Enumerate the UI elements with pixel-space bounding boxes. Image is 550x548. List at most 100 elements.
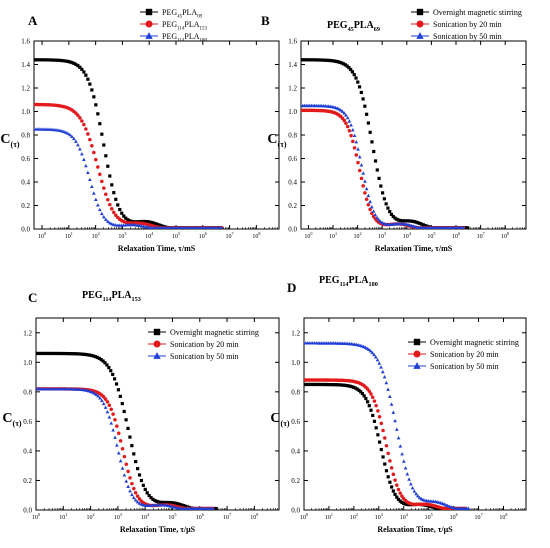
- data-point: [340, 61, 344, 65]
- data-point: [379, 184, 383, 188]
- legend-entry: Sonication by 20 min: [433, 20, 502, 29]
- data-point: [301, 58, 305, 62]
- data-point: [70, 134, 74, 138]
- legend-entry-part: Sonication by 50 min: [170, 352, 239, 361]
- data-point: [109, 369, 113, 373]
- data-point: [357, 168, 362, 173]
- data-point: [349, 67, 353, 72]
- data-point: [104, 192, 108, 197]
- data-point: [108, 174, 112, 178]
- data-point: [128, 219, 132, 223]
- y-axis-label-sub: (τ): [281, 419, 290, 428]
- data-point: [366, 202, 371, 207]
- data-point: [372, 149, 376, 154]
- data-point: [341, 383, 346, 387]
- data-point: [356, 147, 360, 151]
- data-point: [48, 58, 52, 62]
- x-tick-base: 10: [452, 234, 458, 240]
- data-point: [345, 115, 350, 120]
- legend: Overnight magnetic stirring Sonication by…: [148, 328, 259, 361]
- panel-title-part: PEG: [82, 290, 103, 301]
- series-2: [34, 127, 224, 229]
- y-axis-label-sub: (τ): [11, 140, 20, 149]
- data-point: [131, 495, 136, 500]
- data-point: [341, 62, 346, 66]
- data-point: [45, 351, 50, 356]
- data-point: [133, 490, 138, 495]
- data-point: [361, 184, 365, 188]
- data-point: [88, 389, 93, 393]
- x-axis-label: Relaxation Time, τ/mS: [118, 244, 196, 253]
- data-point: [324, 382, 328, 387]
- data-point: [153, 498, 157, 503]
- data-point: [382, 375, 387, 379]
- data-point: [56, 58, 60, 62]
- data-point: [72, 61, 76, 65]
- data-point: [321, 382, 325, 387]
- data-point: [314, 382, 318, 387]
- y-axis-label: C(τ): [270, 411, 289, 428]
- data-point: [178, 502, 182, 506]
- x-tick-base: 10: [59, 515, 65, 521]
- data-point: [418, 221, 422, 226]
- data-point: [74, 352, 78, 356]
- panel-title: PEG114PLA180: [319, 275, 378, 288]
- data-point: [412, 489, 417, 493]
- data-point: [102, 143, 106, 147]
- data-point: [302, 58, 307, 62]
- x-tick-base: 10: [172, 234, 178, 240]
- data-point: [98, 172, 102, 177]
- legend-marker: [413, 338, 421, 346]
- data-point: [370, 350, 375, 355]
- panel-title-part: 45: [348, 26, 354, 33]
- data-point: [309, 382, 313, 387]
- data-point: [182, 504, 186, 508]
- data-point: [347, 384, 351, 388]
- data-point: [310, 58, 314, 62]
- x-tick-exp: 0: [44, 231, 46, 236]
- data-point: [107, 366, 111, 370]
- data-point: [466, 226, 470, 229]
- data-point: [102, 186, 106, 190]
- data-point: [80, 151, 84, 156]
- x-tick-exp: 3: [381, 512, 383, 517]
- data-point: [84, 127, 88, 131]
- data-point: [120, 466, 125, 470]
- data-point: [377, 440, 382, 444]
- data-point: [60, 58, 64, 63]
- data-point: [40, 58, 44, 62]
- data-point: [327, 58, 331, 63]
- data-point: [395, 495, 399, 499]
- data-point: [377, 176, 381, 180]
- y-tick-label: 0.0: [21, 226, 30, 234]
- data-point: [395, 483, 399, 487]
- data-point: [403, 466, 408, 470]
- y-axis-label-main: C: [0, 132, 10, 147]
- x-tick-label: 103: [114, 512, 122, 521]
- x-tick-base: 10: [65, 234, 71, 240]
- data-point: [118, 439, 123, 443]
- x-tick-label: 104: [145, 231, 154, 240]
- data-point: [176, 502, 180, 506]
- y-tick-label: 0.6: [291, 418, 300, 426]
- data-point: [417, 495, 422, 500]
- data-point: [132, 486, 136, 491]
- plot-frame: [300, 40, 527, 230]
- y-tick-label: 1.2: [23, 329, 32, 337]
- data-point: [88, 177, 92, 182]
- x-tick-exp: 0: [310, 231, 312, 236]
- data-point: [367, 404, 371, 408]
- panel-A: 0.00.20.40.60.81.01.21.41.61001011021031…: [0, 8, 280, 253]
- data-point: [352, 73, 356, 77]
- data-point: [101, 214, 106, 219]
- data-point: [82, 352, 86, 356]
- x-tick-label: 107: [474, 512, 482, 521]
- x-tick-label: 105: [425, 512, 433, 521]
- x-tick-base: 10: [375, 515, 381, 521]
- legend-marker: [145, 32, 153, 39]
- x-tick-label: 101: [325, 512, 333, 521]
- data-point: [183, 504, 188, 508]
- data-point: [374, 403, 378, 408]
- data-point: [99, 398, 104, 403]
- data-point: [382, 197, 386, 201]
